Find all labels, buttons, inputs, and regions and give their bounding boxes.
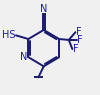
Text: F: F — [76, 27, 82, 37]
Text: F: F — [77, 35, 83, 45]
Text: HS: HS — [2, 30, 16, 40]
Text: N: N — [20, 52, 27, 62]
Text: F: F — [73, 44, 78, 54]
Text: N: N — [40, 4, 47, 13]
